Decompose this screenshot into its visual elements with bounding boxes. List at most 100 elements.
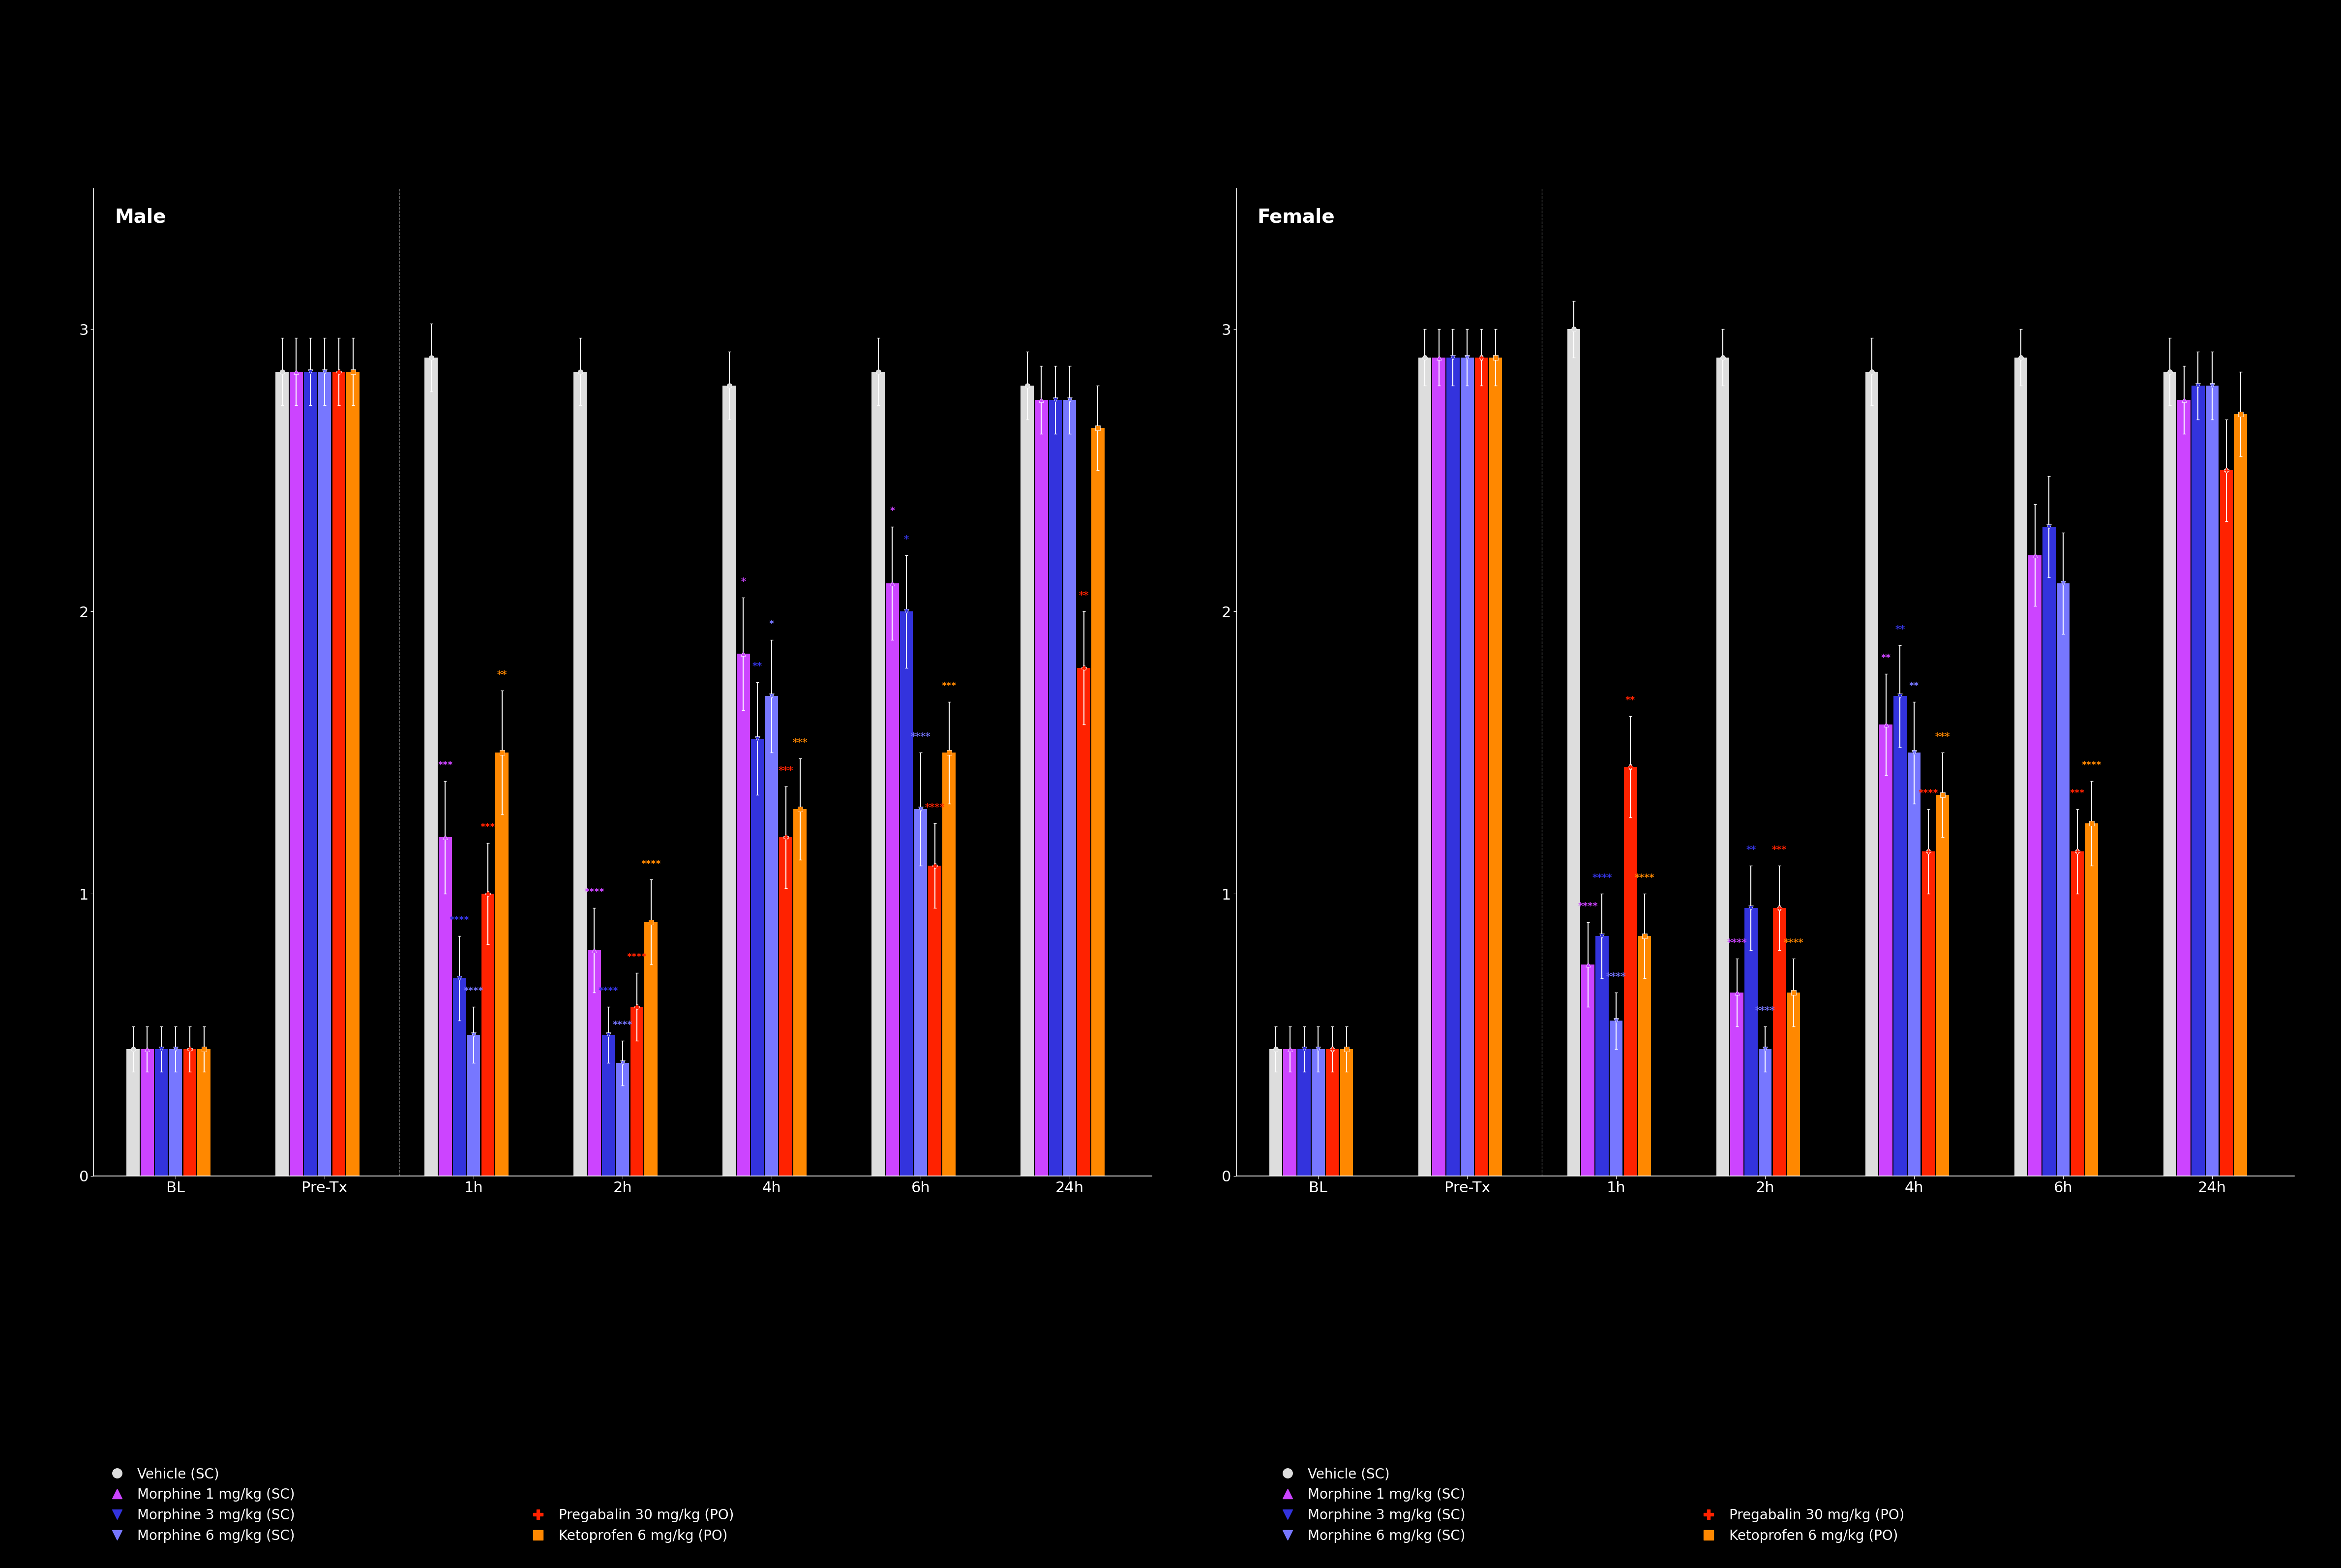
Text: ****: **** bbox=[613, 1019, 632, 1029]
Bar bbox=[169, 1049, 183, 1176]
Point bbox=[1299, 1036, 1337, 1062]
Bar bbox=[140, 1049, 155, 1176]
Point bbox=[873, 571, 911, 596]
Text: ***: *** bbox=[480, 822, 496, 831]
Point bbox=[2194, 373, 2231, 398]
Text: ****: **** bbox=[1578, 902, 1599, 911]
Point bbox=[279, 359, 316, 384]
Point bbox=[1257, 1036, 1295, 1062]
Text: ****: **** bbox=[1606, 972, 1627, 982]
Bar bbox=[2013, 358, 2027, 1176]
Bar bbox=[1625, 767, 1636, 1176]
Point bbox=[1023, 387, 1060, 412]
Bar bbox=[1894, 696, 1906, 1176]
Point bbox=[562, 359, 599, 384]
Point bbox=[2030, 514, 2067, 539]
Point bbox=[2151, 359, 2189, 384]
Bar bbox=[424, 358, 438, 1176]
Legend: Pregabalin 30 mg/kg (PO), Ketoprofen 6 mg/kg (PO): Pregabalin 30 mg/kg (PO), Ketoprofen 6 m… bbox=[1693, 1505, 1908, 1546]
Text: *: * bbox=[890, 506, 894, 516]
Bar bbox=[438, 837, 452, 1176]
Point bbox=[1896, 740, 1934, 765]
Bar bbox=[2163, 372, 2177, 1176]
Bar bbox=[616, 1063, 630, 1176]
Bar bbox=[723, 386, 735, 1176]
Point bbox=[1435, 345, 1472, 370]
Text: ****: **** bbox=[1756, 1005, 1774, 1014]
Legend: Vehicle (SC), Morphine 1 mg/kg (SC), Morphine 3 mg/kg (SC), Morphine 6 mg/kg (SC: Vehicle (SC), Morphine 1 mg/kg (SC), Mor… bbox=[101, 1465, 297, 1546]
Bar bbox=[1325, 1049, 1339, 1176]
Point bbox=[1597, 1008, 1634, 1033]
Point bbox=[1568, 952, 1606, 977]
Point bbox=[1449, 345, 1487, 370]
Text: Female: Female bbox=[1257, 209, 1334, 227]
Bar bbox=[1730, 993, 1744, 1176]
Bar bbox=[766, 696, 777, 1176]
Legend: Vehicle (SC), Morphine 1 mg/kg (SC), Morphine 3 mg/kg (SC), Morphine 6 mg/kg (SC: Vehicle (SC), Morphine 1 mg/kg (SC), Mor… bbox=[1271, 1465, 1468, 1546]
Text: ****: **** bbox=[1728, 938, 1746, 947]
Bar bbox=[1744, 908, 1758, 1176]
Point bbox=[1554, 317, 1592, 342]
Point bbox=[768, 825, 805, 850]
Point bbox=[782, 797, 819, 822]
Point bbox=[1079, 416, 1117, 441]
Point bbox=[929, 740, 967, 765]
Point bbox=[171, 1036, 208, 1062]
Bar bbox=[482, 894, 494, 1176]
Bar bbox=[1447, 358, 1458, 1176]
Text: ***: *** bbox=[794, 737, 808, 746]
Point bbox=[1285, 1036, 1323, 1062]
Bar bbox=[126, 1049, 140, 1176]
Point bbox=[2208, 458, 2245, 483]
Point bbox=[2165, 387, 2203, 412]
Bar bbox=[2058, 583, 2069, 1176]
Bar bbox=[197, 1049, 211, 1176]
Bar bbox=[602, 1035, 616, 1176]
Bar bbox=[1639, 936, 1650, 1176]
Point bbox=[185, 1036, 222, 1062]
Point bbox=[1009, 373, 1046, 398]
Bar bbox=[1063, 400, 1077, 1176]
Point bbox=[1924, 782, 1962, 808]
Bar bbox=[1461, 358, 1475, 1176]
Point bbox=[426, 825, 464, 850]
Text: ***: *** bbox=[438, 760, 452, 770]
Bar bbox=[183, 1049, 197, 1176]
Text: ***: *** bbox=[1936, 732, 1950, 742]
Bar bbox=[2191, 386, 2205, 1176]
Point bbox=[1421, 345, 1458, 370]
Point bbox=[1704, 345, 1742, 370]
Bar bbox=[276, 372, 288, 1176]
Point bbox=[468, 881, 506, 906]
Bar bbox=[304, 372, 316, 1176]
Bar bbox=[2044, 527, 2055, 1176]
Bar bbox=[155, 1049, 169, 1176]
Text: ****: **** bbox=[1917, 789, 1938, 798]
Point bbox=[1463, 345, 1501, 370]
Text: **: ** bbox=[1910, 681, 1920, 690]
Point bbox=[1051, 387, 1089, 412]
Point bbox=[1774, 980, 1812, 1005]
Bar bbox=[1489, 358, 1503, 1176]
Point bbox=[157, 1036, 194, 1062]
Bar bbox=[929, 866, 941, 1176]
Bar bbox=[2233, 414, 2247, 1176]
Text: ****: **** bbox=[1592, 873, 1613, 883]
Point bbox=[1313, 1036, 1351, 1062]
Bar bbox=[943, 753, 955, 1176]
Point bbox=[1854, 359, 1892, 384]
Point bbox=[482, 740, 520, 765]
Point bbox=[709, 373, 747, 398]
Bar bbox=[2072, 851, 2083, 1176]
Point bbox=[1746, 1036, 1784, 1062]
Point bbox=[454, 1022, 492, 1047]
Bar bbox=[2027, 555, 2041, 1176]
Bar bbox=[794, 809, 805, 1176]
Bar bbox=[1566, 329, 1580, 1176]
Text: ****: **** bbox=[1634, 873, 1655, 883]
Point bbox=[2044, 571, 2081, 596]
Bar bbox=[1922, 851, 1936, 1176]
Bar bbox=[2205, 386, 2219, 1176]
Bar bbox=[346, 372, 361, 1176]
Bar bbox=[1772, 908, 1786, 1176]
